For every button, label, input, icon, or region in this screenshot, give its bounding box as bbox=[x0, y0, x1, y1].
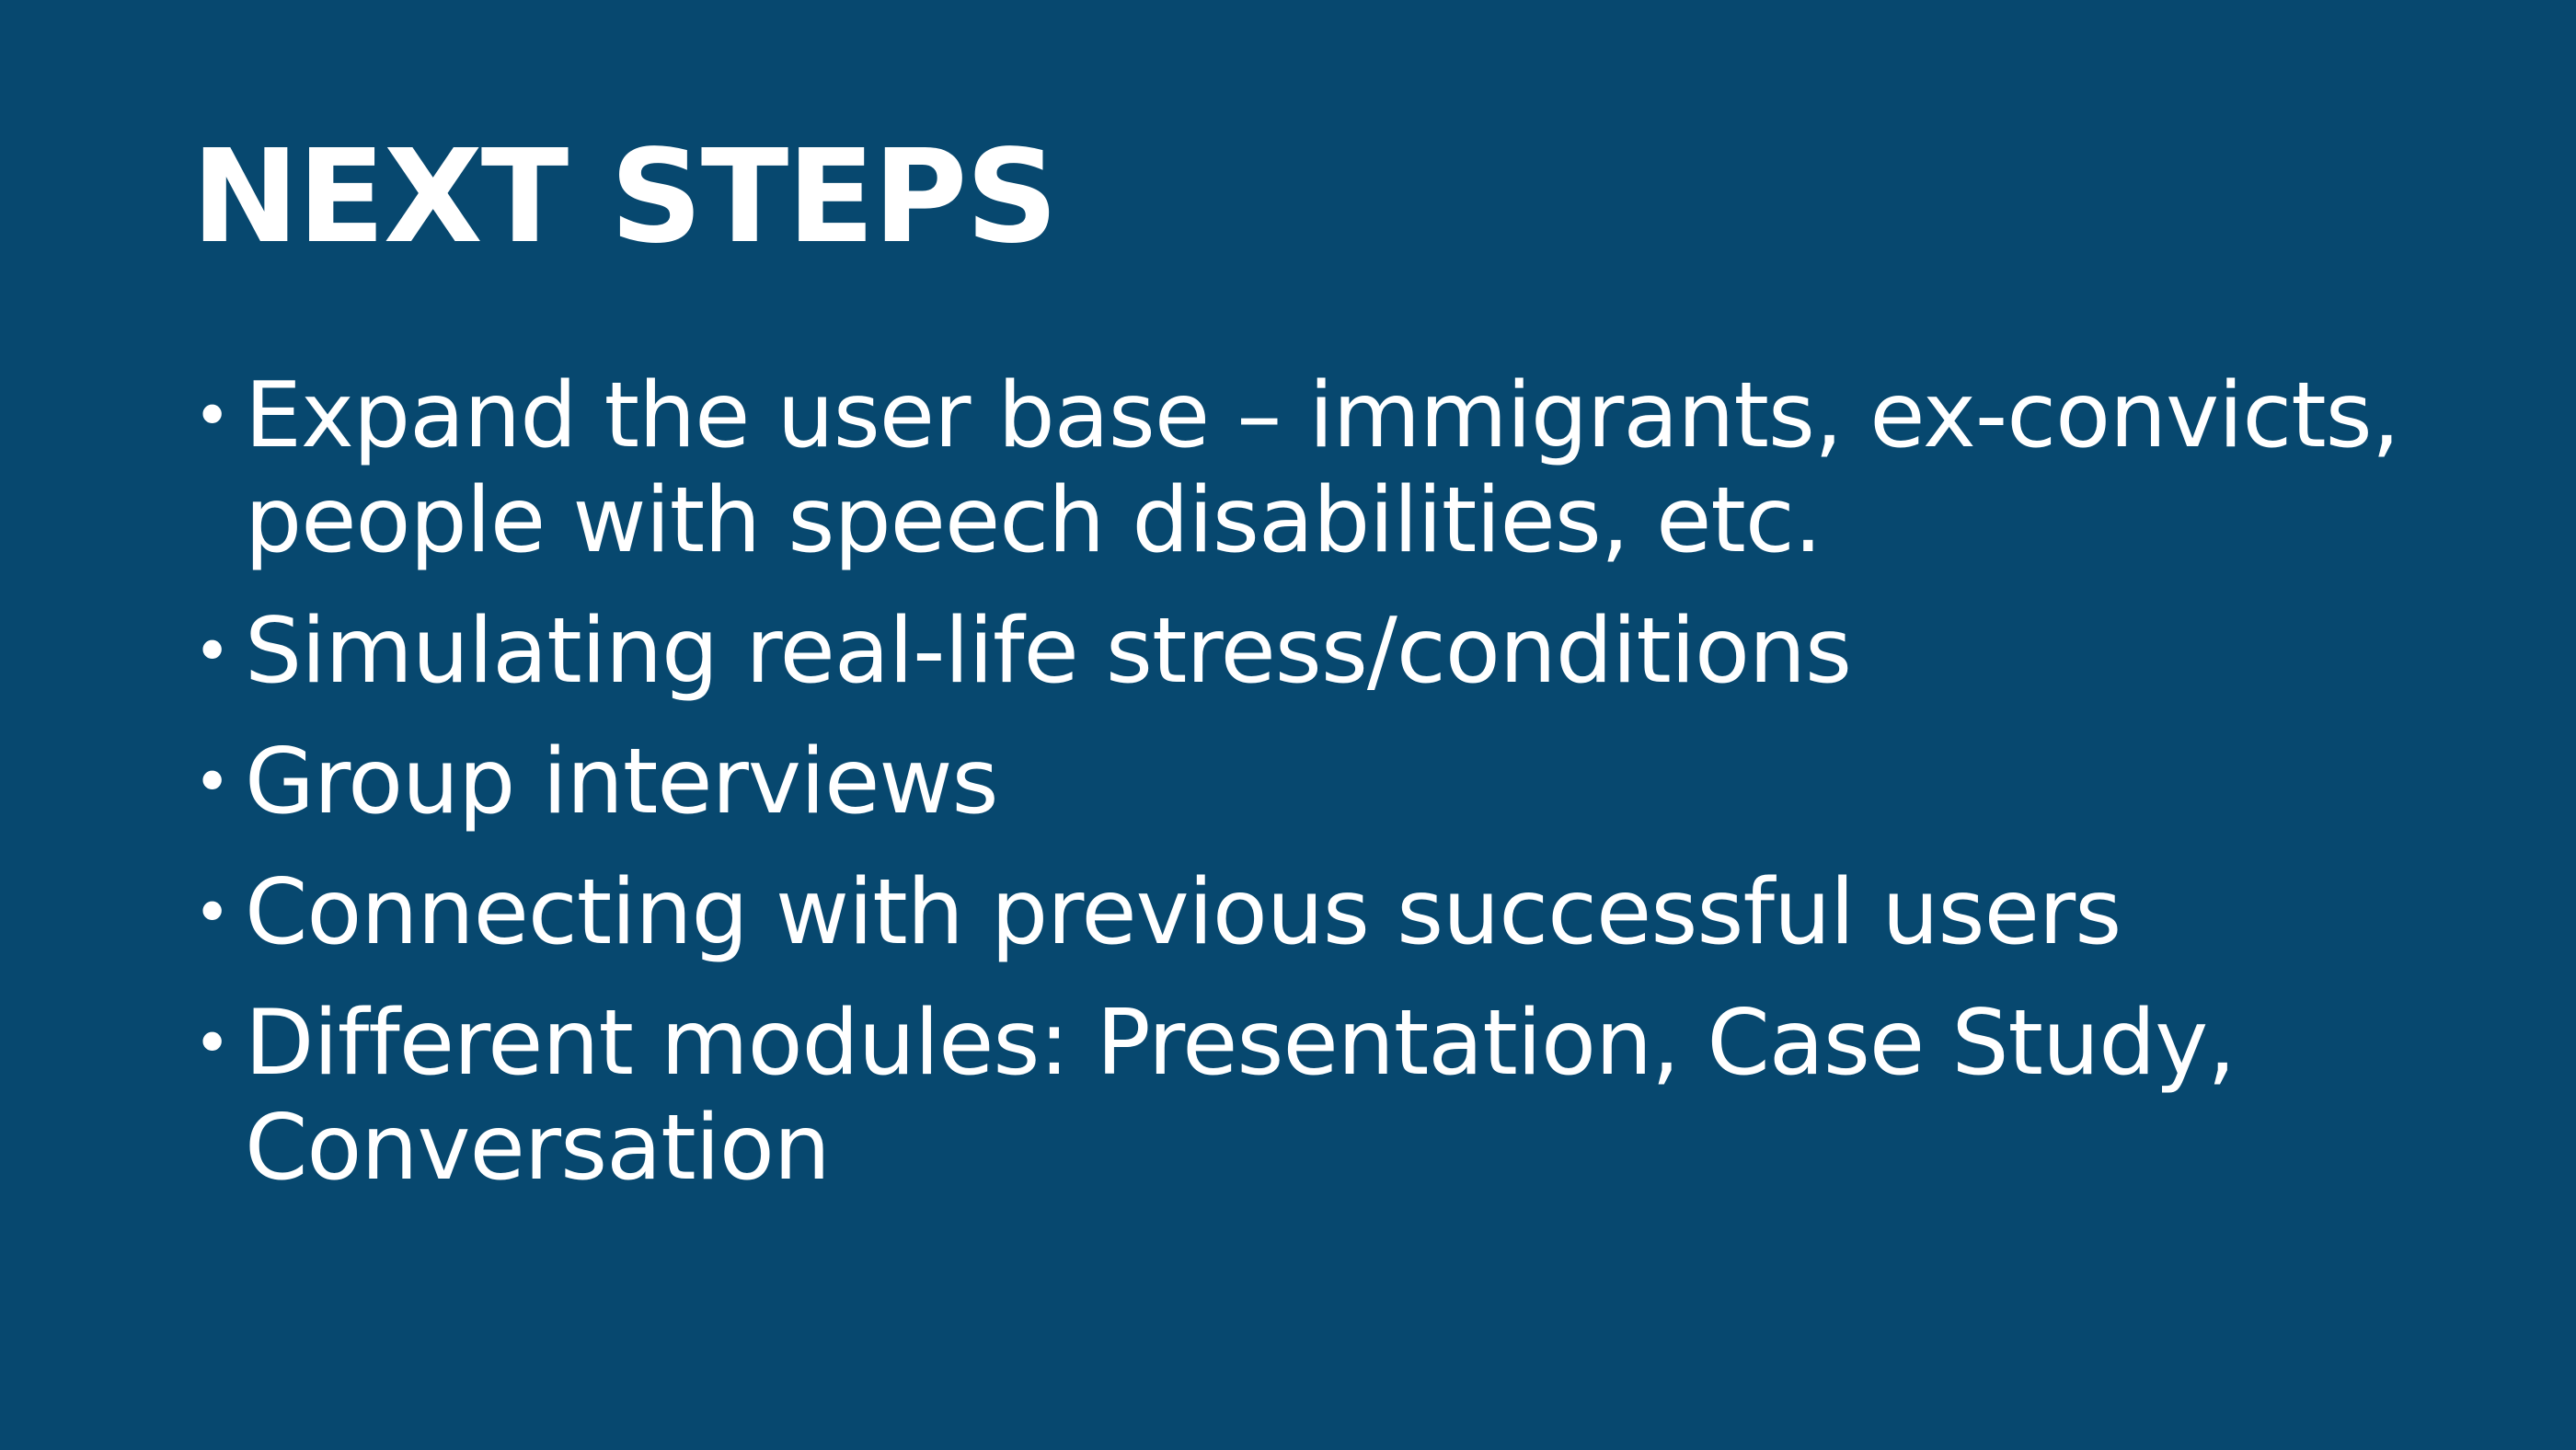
bullet-item: • Connecting with previous successful us… bbox=[193, 860, 2420, 965]
bullet-icon: • bbox=[193, 614, 231, 689]
bullet-text: Group interviews bbox=[245, 730, 999, 834]
bullet-text: Connecting with previous successful user… bbox=[245, 860, 2122, 965]
bullet-text: Expand the user base – immigrants, ex-co… bbox=[245, 363, 2400, 573]
bullet-item: • Group interviews bbox=[193, 730, 2420, 834]
bullet-list: • Expand the user base – immigrants, ex-… bbox=[193, 363, 2420, 1226]
bullet-text: Simulating real-life stress/conditions bbox=[245, 599, 1852, 704]
bullet-item: • Different modules: Presentation, Case … bbox=[193, 991, 2420, 1201]
slide-title: NEXT STEPS bbox=[191, 122, 1058, 272]
bullet-icon: • bbox=[193, 1006, 231, 1081]
bullet-item: • Simulating real-life stress/conditions bbox=[193, 599, 2420, 704]
bullet-icon: • bbox=[193, 378, 231, 454]
bullet-text: Different modules: Presentation, Case St… bbox=[245, 991, 2236, 1201]
bullet-icon: • bbox=[193, 875, 231, 950]
bullet-item: • Expand the user base – immigrants, ex-… bbox=[193, 363, 2420, 573]
bullet-icon: • bbox=[193, 744, 231, 820]
